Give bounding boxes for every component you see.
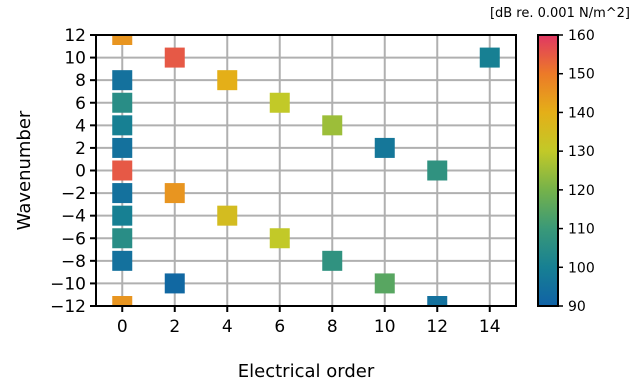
colorbar bbox=[537, 34, 559, 307]
x-axis-ticks: 0 2 4 6 8 10 12 14 bbox=[117, 306, 501, 337]
y-axis-ticks: 12 108 64 2 0−2 −4−6 −8−10 −12 bbox=[50, 26, 96, 317]
x-tick-label: 6 bbox=[274, 317, 285, 337]
data-point bbox=[322, 250, 343, 271]
data-point bbox=[322, 115, 343, 136]
y-tick-label: −12 bbox=[50, 297, 86, 317]
colorbar-ticks: 90 100 110 120 130 140 150 160 bbox=[558, 28, 595, 315]
y-tick-label: −10 bbox=[50, 274, 86, 294]
x-axis-label: Electrical order bbox=[238, 361, 375, 382]
y-tick-label: 0 bbox=[75, 162, 86, 182]
x-tick-label: 0 bbox=[117, 317, 128, 337]
y-tick-label: −2 bbox=[61, 184, 86, 204]
y-tick-label: 12 bbox=[64, 26, 86, 46]
data-point bbox=[112, 183, 133, 204]
y-tick-label: 10 bbox=[64, 49, 86, 69]
x-tick-label: 10 bbox=[374, 317, 396, 337]
colorbar-tick-label: 130 bbox=[568, 144, 595, 160]
x-tick-label: 12 bbox=[426, 317, 448, 337]
colorbar-tick-label: 140 bbox=[568, 105, 595, 121]
data-point bbox=[217, 205, 238, 226]
data-point bbox=[112, 228, 133, 249]
x-tick-label: 8 bbox=[327, 317, 338, 337]
y-tick-label: 2 bbox=[75, 139, 86, 159]
data-point bbox=[427, 296, 448, 306]
data-point bbox=[164, 183, 185, 204]
data-point bbox=[427, 160, 448, 181]
data-point bbox=[112, 92, 133, 113]
data-point bbox=[217, 70, 238, 91]
colorbar-tick-label: 120 bbox=[568, 183, 595, 199]
data-point bbox=[112, 35, 133, 45]
colorbar-unit-label: [dB re. 0.001 N/m^2] bbox=[490, 6, 630, 21]
colorbar-tick-label: 100 bbox=[568, 260, 595, 276]
data-point bbox=[112, 115, 133, 136]
data-point bbox=[112, 296, 133, 306]
y-tick-label: −6 bbox=[61, 229, 86, 249]
data-points bbox=[112, 35, 500, 306]
y-tick-label: 8 bbox=[75, 71, 86, 91]
y-tick-label: 6 bbox=[75, 94, 86, 114]
data-point bbox=[112, 250, 133, 271]
data-point bbox=[112, 137, 133, 158]
data-point bbox=[269, 92, 290, 113]
data-point bbox=[374, 137, 395, 158]
data-point bbox=[112, 70, 133, 91]
data-point bbox=[112, 205, 133, 226]
colorbar-tick-label: 110 bbox=[568, 222, 595, 238]
y-tick-label: 4 bbox=[75, 116, 86, 136]
x-tick-label: 14 bbox=[479, 317, 501, 337]
data-point bbox=[164, 273, 185, 294]
data-point bbox=[269, 228, 290, 249]
colorbar-tick-label: 90 bbox=[568, 299, 586, 315]
x-tick-label: 2 bbox=[169, 317, 180, 337]
data-point bbox=[112, 160, 133, 181]
y-tick-label: −4 bbox=[61, 207, 86, 227]
y-tick-label: −8 bbox=[61, 252, 86, 272]
data-point bbox=[164, 47, 185, 68]
grid bbox=[96, 34, 516, 307]
data-point bbox=[374, 273, 395, 294]
data-point bbox=[479, 47, 500, 68]
colorbar-tick-label: 150 bbox=[568, 67, 595, 83]
y-axis-label: Wavenumber bbox=[14, 110, 35, 230]
x-tick-label: 4 bbox=[222, 317, 233, 337]
colorbar-tick-label: 160 bbox=[568, 28, 595, 44]
